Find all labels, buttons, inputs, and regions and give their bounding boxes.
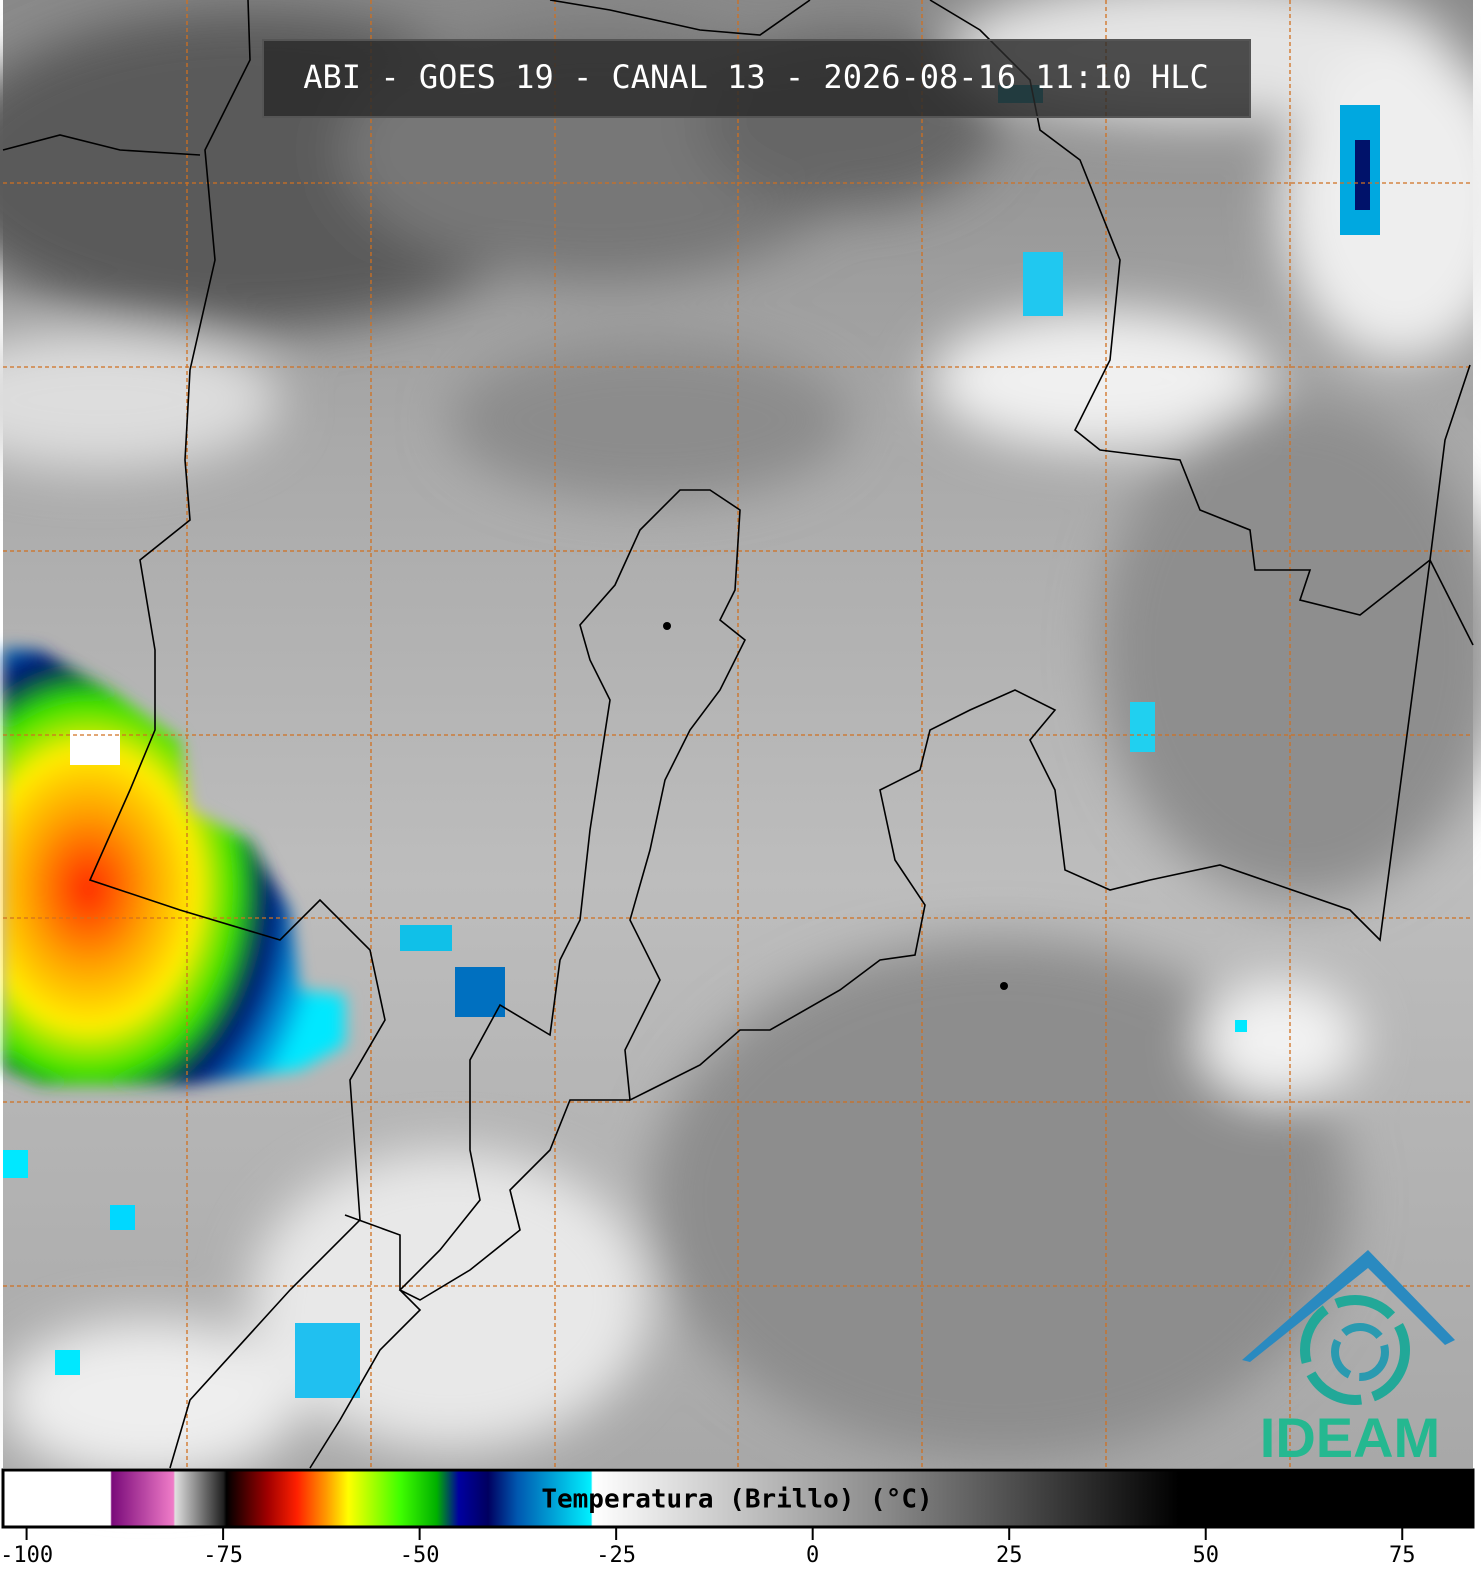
graticule <box>3 0 1473 1468</box>
tick-label: 0 <box>806 1543 819 1568</box>
tick-label: -100 <box>0 1543 53 1568</box>
title-box <box>262 39 1251 118</box>
title: ABI - GOES 19 - CANAL 13 - 2026-08-16 11… <box>303 58 1208 96</box>
city-point <box>1000 982 1008 990</box>
tick-label: 25 <box>996 1543 1023 1568</box>
colorbar-label: Temperatura (Brillo) (°C) <box>541 1485 932 1515</box>
logo-text: IDEAM <box>1260 1406 1440 1469</box>
tick-label: 75 <box>1389 1543 1416 1568</box>
tick-label: -75 <box>203 1543 243 1568</box>
colorbar-ticks: -100 -75 -50 -25 0 25 50 75 <box>0 1527 1416 1568</box>
tick-label: 50 <box>1192 1543 1219 1568</box>
ideam-logo: IDEAM <box>1242 1250 1455 1469</box>
city-point <box>663 622 671 630</box>
borders <box>2 0 1474 1469</box>
tick-label: -50 <box>400 1543 440 1568</box>
tick-label: -25 <box>596 1543 636 1568</box>
colorbar <box>1 1468 1475 1529</box>
